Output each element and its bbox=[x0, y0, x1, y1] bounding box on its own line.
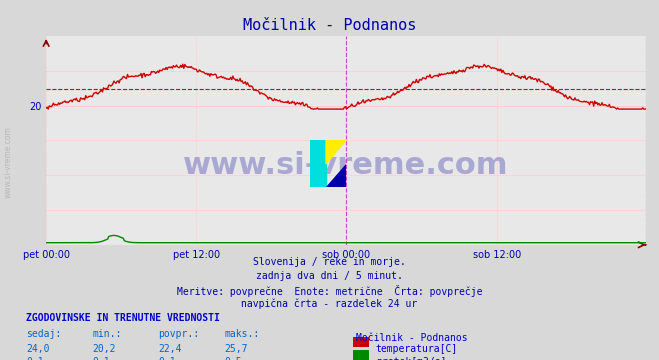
Text: Močilnik - Podnanos: Močilnik - Podnanos bbox=[356, 333, 467, 343]
Text: Meritve: povprečne  Enote: metrične  Črta: povprečje: Meritve: povprečne Enote: metrične Črta:… bbox=[177, 285, 482, 297]
Bar bbox=[310, 140, 326, 187]
Text: www.si-vreme.com: www.si-vreme.com bbox=[3, 126, 13, 198]
Text: 24,0: 24,0 bbox=[26, 344, 50, 354]
Text: 20,2: 20,2 bbox=[92, 344, 116, 354]
Text: Močilnik - Podnanos: Močilnik - Podnanos bbox=[243, 18, 416, 33]
Text: maks.:: maks.: bbox=[224, 329, 259, 339]
Text: 0,1: 0,1 bbox=[26, 357, 44, 360]
Text: min.:: min.: bbox=[92, 329, 122, 339]
Text: temperatura[C]: temperatura[C] bbox=[376, 344, 458, 354]
Text: navpična črta - razdelek 24 ur: navpična črta - razdelek 24 ur bbox=[241, 298, 418, 309]
Text: 0,5: 0,5 bbox=[224, 357, 242, 360]
Text: Slovenija / reke in morje.: Slovenija / reke in morje. bbox=[253, 257, 406, 267]
Text: 0,1: 0,1 bbox=[158, 357, 176, 360]
Polygon shape bbox=[326, 164, 346, 187]
Text: 22,4: 22,4 bbox=[158, 344, 182, 354]
Text: 25,7: 25,7 bbox=[224, 344, 248, 354]
Text: pretok[m3/s]: pretok[m3/s] bbox=[376, 357, 446, 360]
Polygon shape bbox=[326, 140, 346, 164]
Text: sedaj:: sedaj: bbox=[26, 329, 61, 339]
Text: www.si-vreme.com: www.si-vreme.com bbox=[183, 151, 509, 180]
Text: zadnja dva dni / 5 minut.: zadnja dva dni / 5 minut. bbox=[256, 271, 403, 281]
Text: 0,1: 0,1 bbox=[92, 357, 110, 360]
Text: ZGODOVINSKE IN TRENUTNE VREDNOSTI: ZGODOVINSKE IN TRENUTNE VREDNOSTI bbox=[26, 313, 220, 323]
Text: povpr.:: povpr.: bbox=[158, 329, 199, 339]
